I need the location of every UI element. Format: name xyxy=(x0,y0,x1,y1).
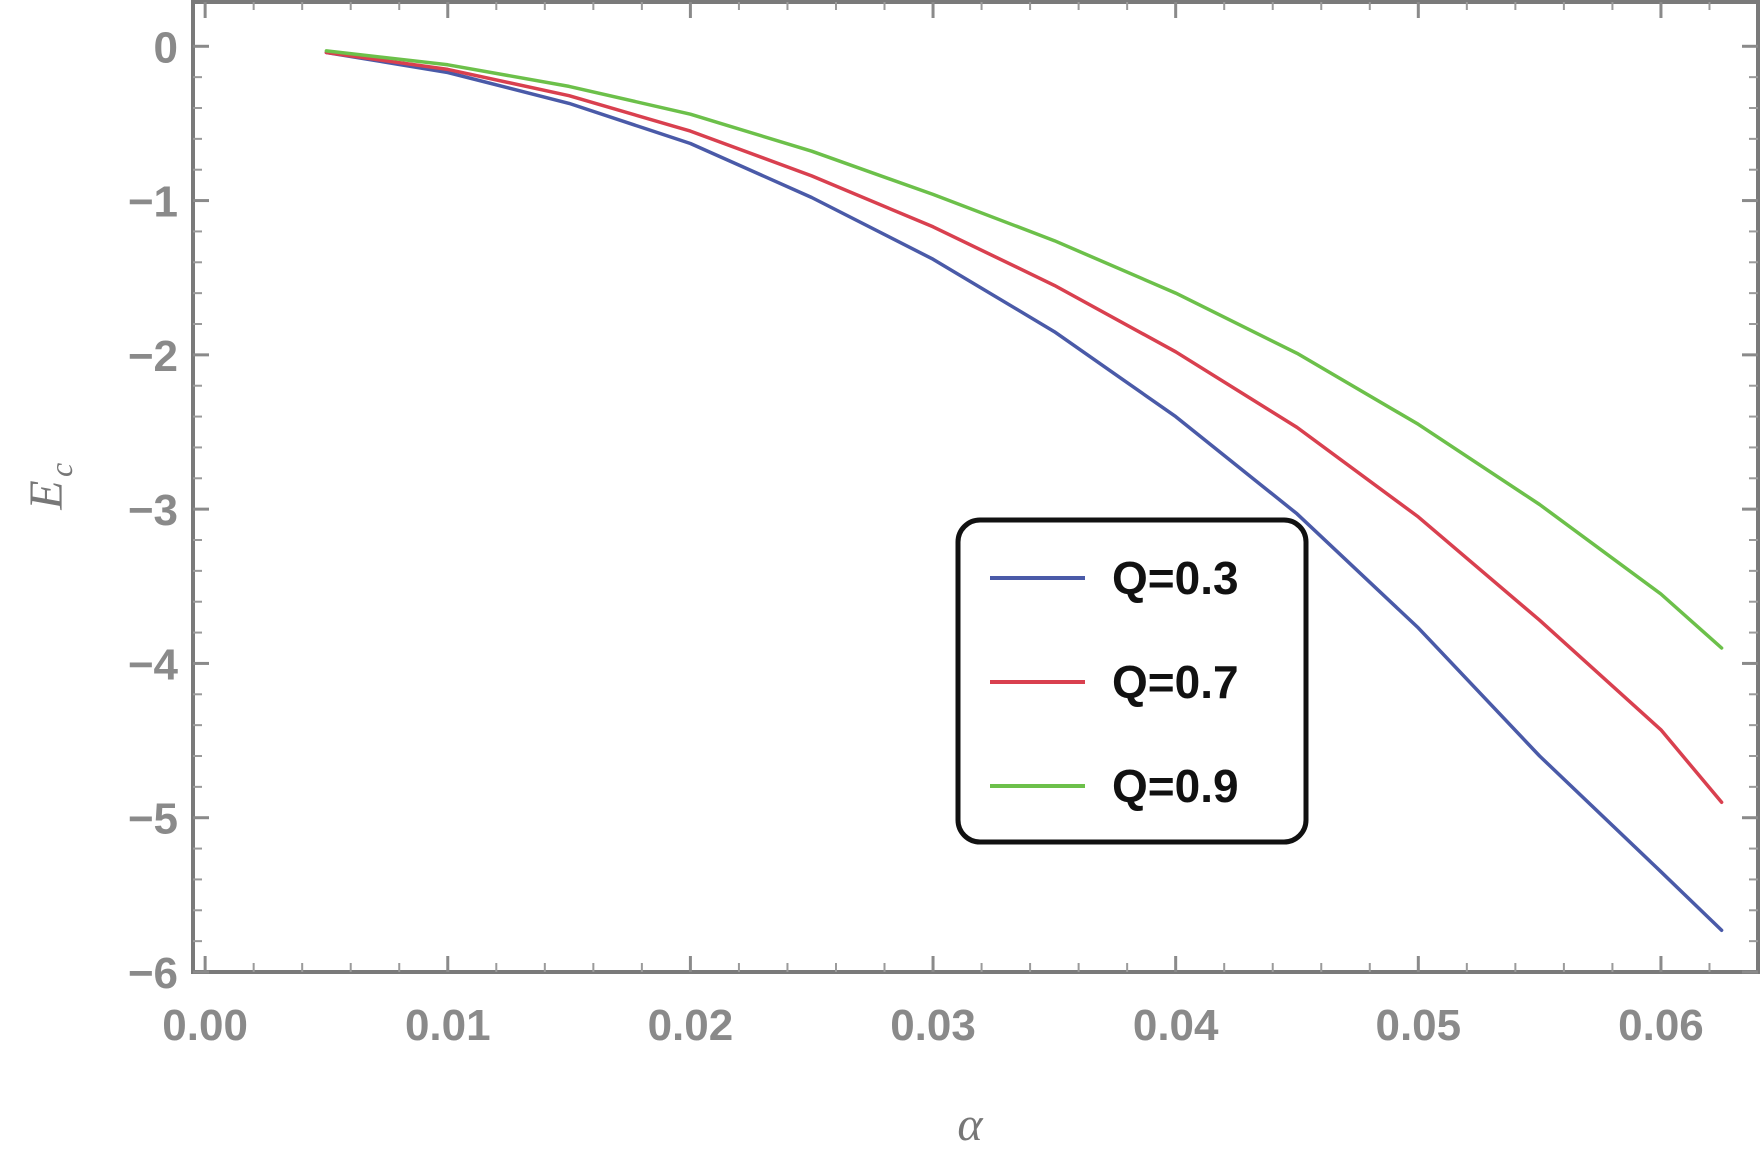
svg-text:c: c xyxy=(43,463,79,477)
x-tick-label: 0.04 xyxy=(1133,1001,1219,1050)
legend-label: Q=0.7 xyxy=(1112,656,1239,708)
legend-items: Q=0.3 Q=0.7 Q=0.9 xyxy=(990,552,1239,812)
y-tick-label: −5 xyxy=(128,795,178,844)
series-line-Q=0.9 xyxy=(324,49,1724,650)
svg-text:E: E xyxy=(20,480,73,510)
x-tick-label: 0.03 xyxy=(890,1001,976,1050)
x-tick-label: 0.06 xyxy=(1618,1001,1704,1050)
series-lines xyxy=(324,49,1724,933)
y-tick-label: −4 xyxy=(128,640,179,689)
x-tick-label: 0.02 xyxy=(648,1001,734,1050)
series-line-Q=0.7 xyxy=(324,50,1724,805)
series-line-Q=0.3 xyxy=(324,50,1724,933)
x-tick-label: 0.01 xyxy=(405,1001,491,1050)
y-tick-label: 0 xyxy=(154,23,178,72)
legend: Q=0.3 Q=0.7 Q=0.9 xyxy=(955,517,1309,845)
x-axis-label: α xyxy=(957,1098,983,1151)
axes xyxy=(191,0,1760,974)
legend-label: Q=0.3 xyxy=(1112,552,1239,604)
axis-ticks: 0.00 0.01 0.02 0.03 0.04 0.05 0.06 0 −1 −2 −3 −4 −5 −… xyxy=(128,2,1758,1050)
y-tick-label: −6 xyxy=(128,949,178,998)
y-tick-label: −1 xyxy=(128,178,178,227)
plot-frame xyxy=(191,0,1760,974)
y-tick-label: −2 xyxy=(128,332,178,381)
y-tick-label: −3 xyxy=(128,486,178,535)
legend-label: Q=0.9 xyxy=(1112,760,1239,812)
y-axis-label: E c xyxy=(20,463,79,511)
x-tick-label: 0.00 xyxy=(162,1001,248,1050)
x-tick-label: 0.05 xyxy=(1375,1001,1461,1050)
legend-box xyxy=(955,517,1309,845)
